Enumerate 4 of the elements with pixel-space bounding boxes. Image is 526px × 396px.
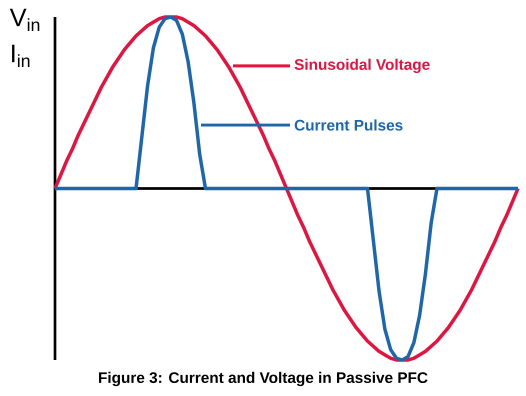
text: Figure 3: Current and Voltage in Passive PFC	[99, 372, 428, 386]
y-axis-title: V$_{in}$ I$_{in}$	[10, 8, 40, 68]
text: Current Pulses	[294, 119, 403, 131]
legend-label: Sinusoidal Voltage	[294, 58, 430, 74]
